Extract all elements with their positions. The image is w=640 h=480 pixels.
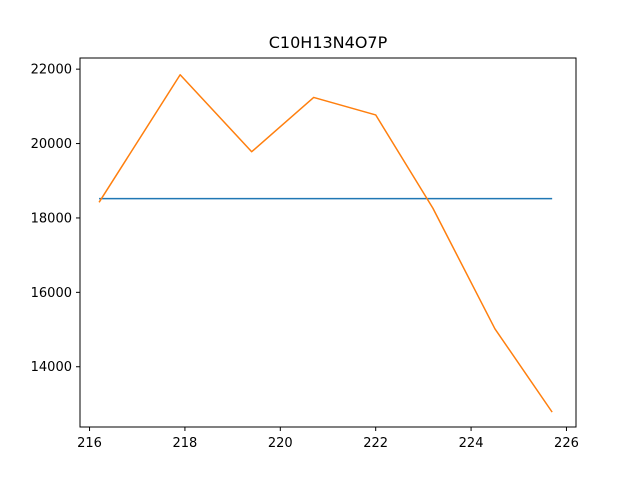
x-tick-label: 218 (173, 436, 198, 451)
series-layer (98, 73, 553, 413)
chart-title: C10H13N4O7P (269, 33, 388, 52)
x-tick-label: 226 (554, 436, 579, 451)
y-axis: 14000 16000 18000 20000 22000 (31, 63, 80, 375)
x-axis: 216 218 220 222 224 226 (77, 427, 579, 451)
x-tick-label: 220 (268, 436, 293, 451)
y-tick-label: 20000 (31, 137, 72, 152)
x-tick-label: 224 (459, 436, 484, 451)
plot-frame (79, 57, 577, 428)
y-tick-label: 14000 (31, 360, 72, 375)
series-line-2 (98, 73, 553, 413)
x-tick-label: 222 (363, 436, 388, 451)
x-tick-label: 216 (77, 436, 102, 451)
y-tick-label: 16000 (31, 286, 72, 301)
y-tick-label: 18000 (31, 211, 72, 226)
y-tick-label: 22000 (31, 63, 72, 78)
